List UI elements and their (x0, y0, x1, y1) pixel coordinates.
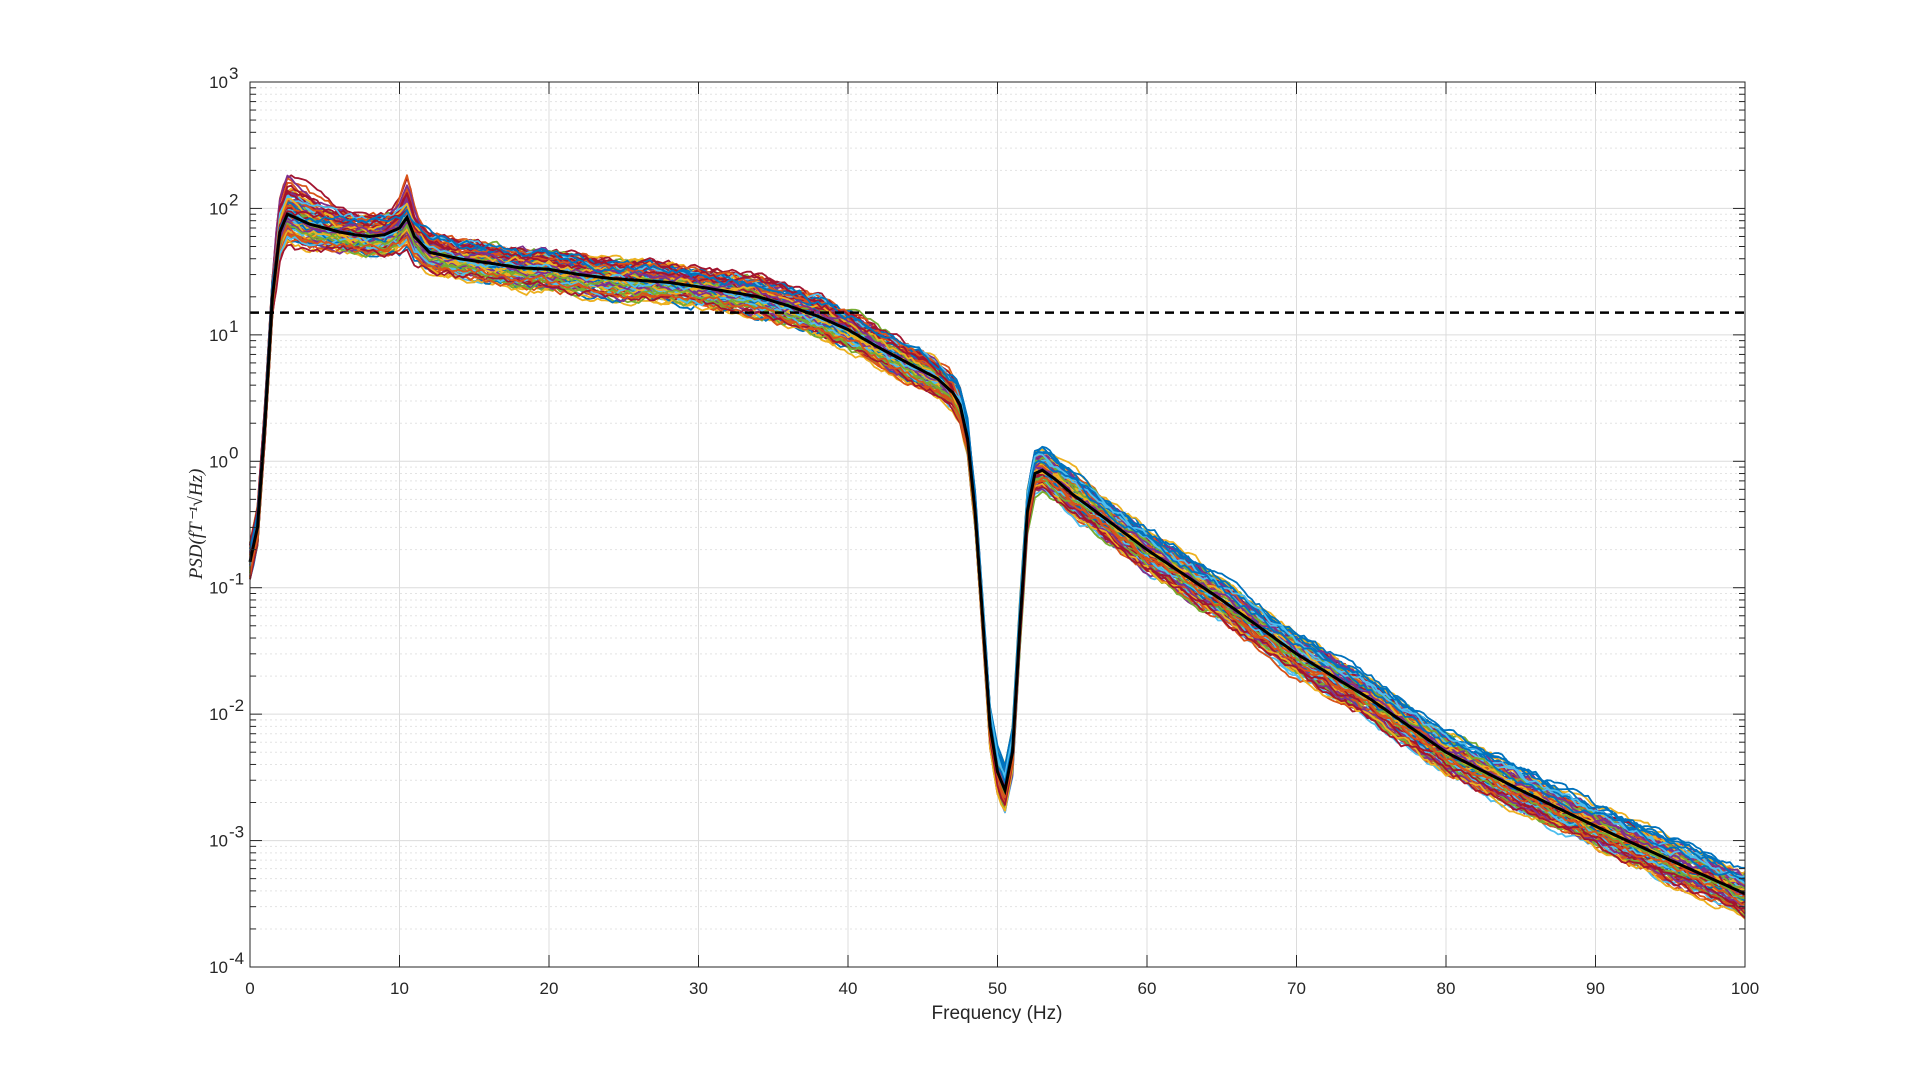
y-tick-label: 10 (209, 199, 228, 218)
x-tick-label: 70 (1287, 979, 1306, 998)
minor-grid (250, 87, 1745, 930)
x-tick-label: 0 (245, 979, 254, 998)
y-tick-label: 10 (209, 326, 228, 345)
channel-trace (249, 224, 1746, 906)
y-tick-exponent: 2 (229, 190, 238, 209)
x-tick-labels: 0 10 20 30 40 50 60 70 80 90 100 (245, 979, 1759, 998)
y-tick-label: 10 (209, 579, 228, 598)
axis-ticks (249, 81, 1746, 968)
x-tick-label: 60 (1138, 979, 1157, 998)
y-tick-label: 10 (209, 705, 228, 724)
x-tick-label: 80 (1437, 979, 1456, 998)
y-tick-exponent: -2 (229, 696, 244, 715)
y-tick-exponent: -3 (229, 823, 244, 842)
x-tick-label: 40 (839, 979, 858, 998)
y-tick-label: 10 (209, 958, 228, 977)
x-tick-label: 50 (988, 979, 1007, 998)
y-tick-exponent: 1 (229, 317, 238, 336)
mean-line (248, 212, 1746, 896)
x-tick-label: 10 (390, 979, 409, 998)
y-tick-exponent: 0 (229, 443, 238, 462)
channel-trace (249, 209, 1746, 919)
x-tick-label: 30 (689, 979, 708, 998)
channel-trace (249, 219, 1746, 881)
x-tick-label: 100 (1731, 979, 1759, 998)
x-tick-label: 20 (540, 979, 559, 998)
y-tick-label: 10 (209, 452, 228, 471)
y-tick-exponent: -4 (229, 949, 244, 968)
x-tick-label: 90 (1586, 979, 1605, 998)
y-tick-exponent: -1 (229, 570, 244, 589)
y-tick-label: 10 (209, 73, 228, 92)
y-tick-label: 10 (209, 832, 228, 851)
y-axis-label: PSD(fT⁻¹√Hz) (186, 469, 207, 581)
x-axis-label: Frequency (Hz) (932, 1003, 1063, 1024)
y-tick-exponent: 3 (229, 64, 238, 83)
major-grid (250, 82, 1745, 967)
